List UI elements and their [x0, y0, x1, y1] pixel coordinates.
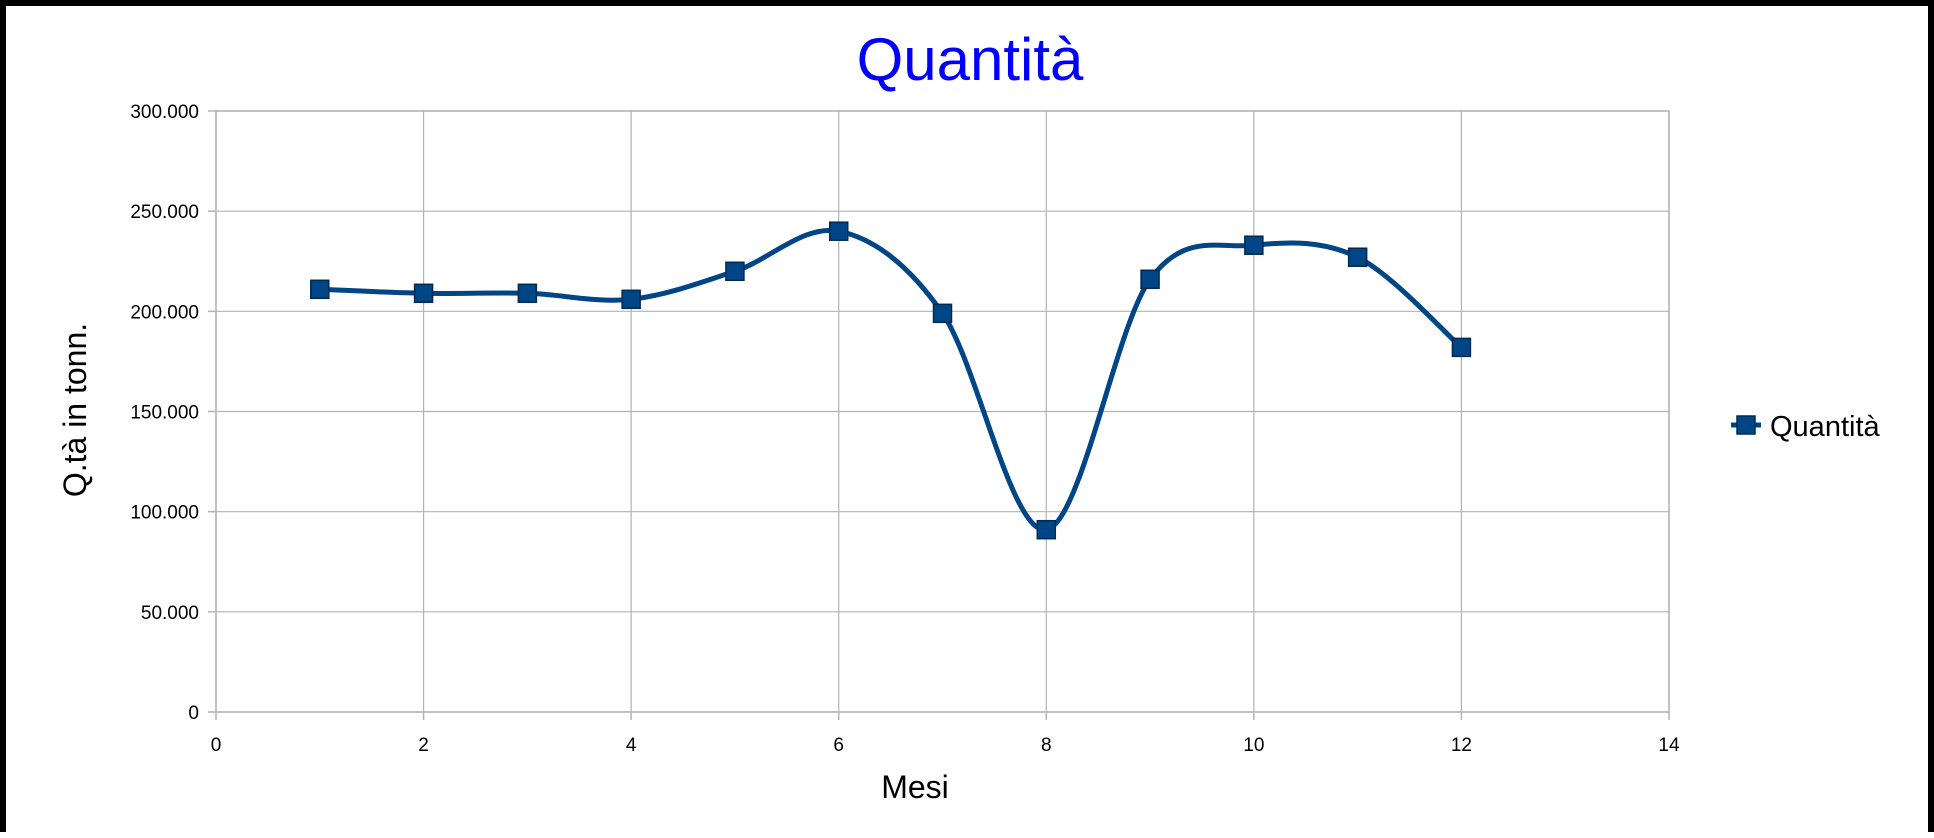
data-point-marker	[725, 261, 745, 282]
data-point-marker	[1347, 247, 1368, 267]
data-point-marker	[1451, 337, 1472, 358]
data-point-marker	[517, 283, 538, 304]
grid-lines	[215, 110, 1670, 713]
x-tick-label: 14	[1658, 735, 1680, 756]
x-axis: 0 2 4 6 8 10 12 14	[211, 712, 1680, 756]
data-point-marker	[1140, 269, 1160, 290]
y-tick-label: 250.000	[130, 202, 199, 223]
data-point-marker	[310, 279, 330, 300]
data-point-marker	[621, 289, 641, 310]
x-tick-label: 0	[211, 735, 222, 756]
x-tick-label: 2	[418, 735, 429, 756]
y-tick-label: 0	[188, 703, 199, 724]
data-point-marker	[413, 283, 434, 304]
data-point-marker	[932, 303, 953, 324]
chart-title: Quantità	[857, 26, 1084, 93]
y-axis-title: Q.tà in tonn.	[57, 323, 93, 497]
data-point-marker	[1244, 235, 1264, 255]
y-tick-label: 50.000	[141, 603, 199, 624]
legend: Quantità	[1731, 411, 1880, 443]
y-tick-label: 200.000	[130, 302, 199, 323]
x-tick-label: 4	[626, 735, 637, 756]
x-tick-label: 6	[833, 735, 844, 756]
y-tick-label: 300.000	[130, 102, 199, 123]
y-axis: 0 50.000 100.000 150.000 200.000 250.000 300.0…	[130, 102, 216, 724]
series-line-quantita	[317, 227, 1464, 533]
series-markers	[310, 221, 1472, 540]
y-tick-label: 100.000	[130, 503, 199, 524]
x-tick-label: 12	[1451, 735, 1472, 756]
line-chart: 0 2 4 6 8 10 12 14 0 50.000 100.000 150.000 200.000…	[57, 26, 1880, 805]
legend-marker	[1736, 415, 1756, 435]
data-point-marker	[828, 221, 849, 241]
x-tick-label: 10	[1243, 735, 1264, 756]
legend-label: Quantità	[1770, 411, 1880, 443]
y-tick-label: 150.000	[130, 403, 199, 424]
x-axis-title: Mesi	[881, 769, 949, 805]
data-point-marker	[1036, 519, 1057, 540]
x-tick-label: 8	[1041, 735, 1052, 756]
